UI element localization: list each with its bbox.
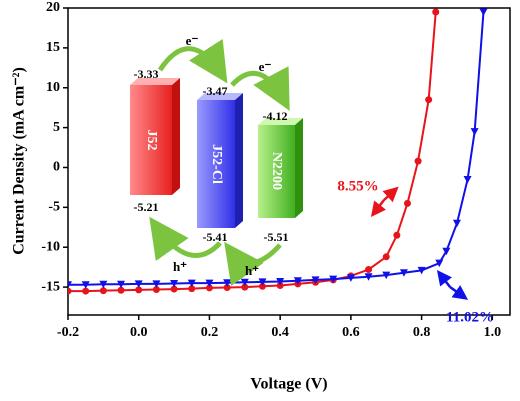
marker [452,219,461,228]
marker [134,280,143,288]
x-tick-label: -0.2 [57,325,79,340]
marker [382,271,391,280]
x-tick-label: 0.8 [413,325,431,340]
marker [382,253,390,261]
series-line [68,11,437,293]
marker [68,281,72,289]
marker [205,279,214,288]
marker [311,276,320,284]
x-tick-label: 0.0 [130,325,148,340]
marker [117,280,126,289]
y-tick-label: 15 [46,40,60,55]
y-tick-label: 20 [46,0,60,15]
y-tick-label: -5 [48,200,60,215]
material-label: J52 [144,130,159,151]
lumo-label: -3.47 [203,84,228,98]
marker [479,8,488,16]
lumo-label: -4.12 [263,109,288,123]
marker [403,199,411,207]
homo-label: -5.21 [134,200,159,214]
hole-label: h⁺ [245,263,259,278]
x-tick-label: 0.4 [271,325,289,340]
hole-label: h⁺ [173,259,187,274]
electron-label: e⁻ [186,33,199,48]
annotation-arrow [449,285,469,300]
marker [435,259,444,268]
x-tick-label: 0.6 [342,325,360,340]
annotation-arrow [370,199,387,217]
annotation-arrow [436,270,453,288]
marker [99,287,107,295]
annotation-arrow [382,186,399,203]
x-tick-label: 1.0 [484,325,502,340]
marker [68,287,72,295]
y-tick-label: -10 [41,239,60,254]
y-tick-label: -15 [41,279,60,294]
material-label: N2200 [269,152,284,190]
y-tick-label: 0 [53,160,60,175]
marker [135,286,143,294]
marker [170,285,178,293]
x-axis-label: Voltage (V) [250,376,327,393]
marker [99,280,108,289]
y-tick-label: 5 [53,120,60,135]
marker [170,280,179,288]
marker [393,231,401,239]
marker [276,278,285,286]
marker [293,277,302,285]
marker [365,266,373,274]
marker [81,281,90,289]
marker [442,247,451,256]
marker [432,8,440,16]
plot-area [68,8,488,295]
marker [117,286,125,294]
material-label: J52-Cl [209,144,224,184]
marker [187,279,196,288]
marker [82,287,90,295]
y-tick-label: 10 [46,80,60,95]
plot-frame [67,7,511,316]
marker [399,269,408,277]
marker [329,275,338,284]
x-tick-label: 0.2 [201,325,219,340]
marker [425,96,433,104]
lumo-label: -3.33 [134,67,159,81]
energy-diagram: -3.33 -3.47 -4.12 -5.21 -5.41 -5.51 J52 … [130,33,303,287]
marker [470,128,479,136]
y-axis-label: Current Density (mA cm⁻²) [11,67,28,255]
annotation: 11.02% [446,309,494,325]
marker [188,285,196,293]
marker [364,273,373,281]
homo-label: -5.41 [203,230,228,244]
marker [414,157,422,165]
marker [205,284,213,292]
annotation: 8.55% [337,178,378,194]
marker [417,266,426,275]
homo-label: -5.51 [264,230,289,244]
marker [152,280,161,288]
marker [152,285,160,293]
marker [346,274,355,282]
marker [463,175,472,184]
electron-label: e⁻ [259,59,272,74]
